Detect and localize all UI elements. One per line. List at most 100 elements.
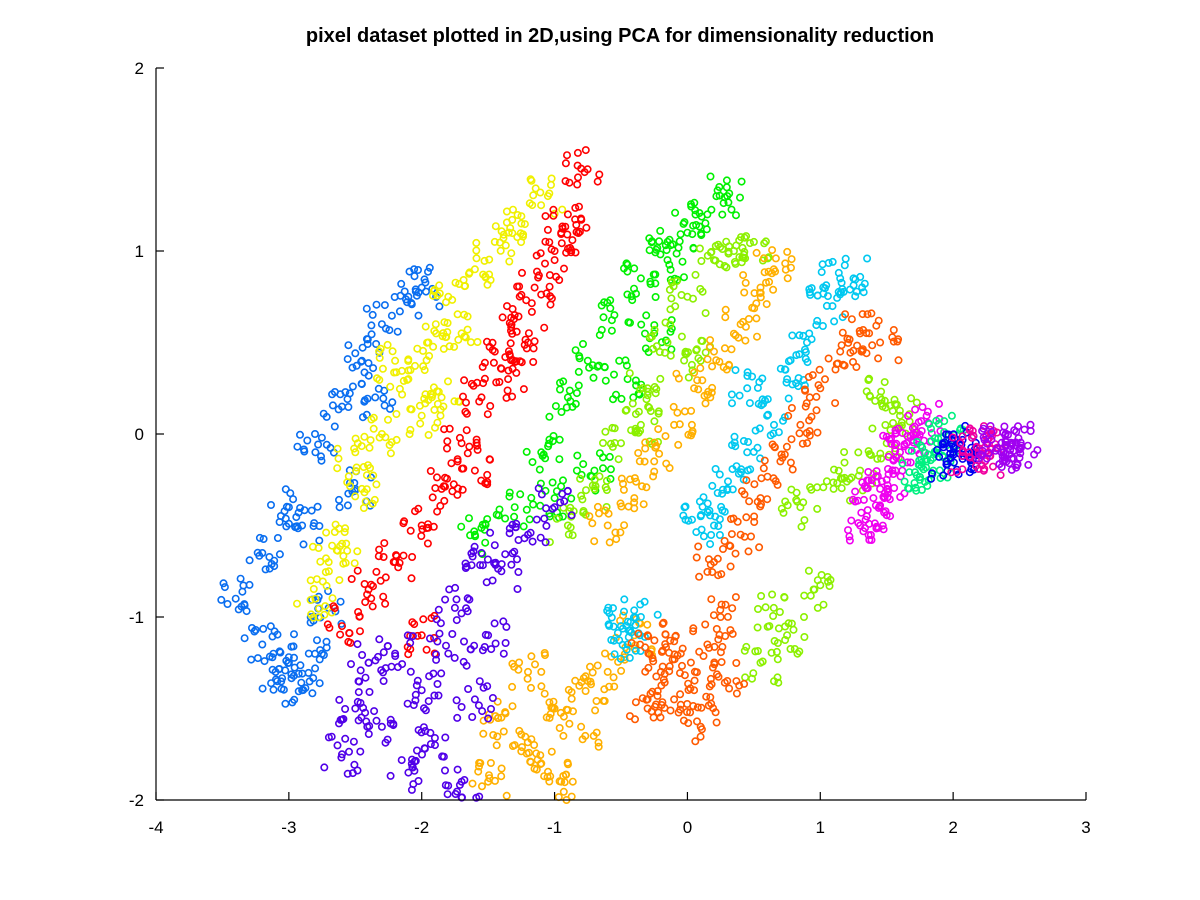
data-point [903, 458, 912, 467]
data-point [995, 460, 1004, 469]
data-point [745, 239, 754, 248]
data-point [743, 371, 752, 380]
data-point [388, 347, 397, 356]
data-point [760, 239, 769, 248]
data-point [537, 490, 546, 499]
data-point [847, 315, 856, 324]
data-point [592, 696, 601, 705]
data-point [728, 485, 737, 494]
data-point [343, 395, 352, 404]
data-point [720, 536, 729, 545]
data-point [440, 496, 449, 505]
data-point [824, 258, 833, 267]
data-point [559, 712, 568, 721]
data-point [677, 661, 686, 670]
data-point [895, 448, 904, 457]
data-point [336, 630, 345, 639]
data-point [378, 364, 387, 373]
data-point [258, 640, 267, 649]
data-point [933, 445, 942, 454]
data-point [527, 307, 536, 316]
data-point [1012, 460, 1021, 469]
data-point [452, 696, 461, 705]
data-point [548, 478, 557, 487]
data-point [891, 426, 900, 435]
data-point [650, 325, 659, 334]
data-point [513, 282, 522, 291]
data-point [721, 305, 730, 314]
data-point [595, 170, 604, 179]
data-point [287, 670, 296, 679]
data-point [802, 428, 811, 437]
data-point [894, 356, 903, 365]
data-point [754, 399, 763, 408]
data-point [379, 552, 388, 561]
data-point [674, 374, 683, 383]
data-point [420, 394, 429, 403]
data-point [641, 444, 650, 453]
data-point [474, 762, 483, 771]
data-point [742, 513, 751, 522]
data-point [593, 502, 602, 511]
data-point [348, 382, 357, 391]
data-point [833, 479, 842, 488]
data-point [449, 480, 458, 489]
data-point [328, 390, 337, 399]
data-point [718, 544, 727, 553]
data-point [505, 351, 514, 360]
data-point [493, 697, 502, 706]
data-point [486, 704, 495, 713]
data-point [510, 503, 519, 512]
data-point [568, 236, 577, 245]
data-point [774, 428, 783, 437]
data-point [542, 521, 551, 530]
data-point [748, 303, 757, 312]
data-point [731, 366, 740, 375]
data-point [387, 311, 396, 320]
data-point [351, 704, 360, 713]
data-point [343, 769, 352, 778]
data-point [299, 540, 308, 549]
data-point [311, 448, 320, 457]
data-point [725, 242, 734, 251]
data-point [625, 318, 634, 327]
data-point [366, 436, 375, 445]
data-point [646, 407, 655, 416]
data-point [671, 208, 680, 217]
data-point [829, 465, 838, 474]
data-point [506, 224, 515, 233]
data-point [622, 361, 631, 370]
data-point [720, 507, 729, 516]
data-point [577, 491, 586, 500]
data-point [494, 713, 503, 722]
data-point [897, 418, 906, 427]
data-point [546, 180, 555, 189]
data-point [1016, 449, 1025, 458]
data-point [367, 594, 376, 603]
data-point [866, 392, 875, 401]
data-point [939, 471, 948, 480]
data-point [562, 248, 571, 257]
data-point [561, 222, 570, 231]
data-point [560, 497, 569, 506]
data-point [619, 607, 628, 616]
data-point [425, 634, 434, 643]
data-point [544, 439, 553, 448]
data-point [889, 325, 898, 334]
data-point [629, 284, 638, 293]
data-point [904, 446, 913, 455]
data-point [476, 561, 485, 570]
data-point [357, 713, 366, 722]
data-point [240, 634, 249, 643]
data-point [458, 392, 467, 401]
data-point [625, 475, 634, 484]
data-point [465, 595, 474, 604]
data-point [403, 699, 412, 708]
data-point [442, 332, 451, 341]
data-point [470, 466, 479, 475]
data-point [907, 446, 916, 455]
data-point [310, 519, 319, 528]
data-point [310, 649, 319, 658]
data-point [269, 685, 278, 694]
data-point [253, 548, 262, 557]
